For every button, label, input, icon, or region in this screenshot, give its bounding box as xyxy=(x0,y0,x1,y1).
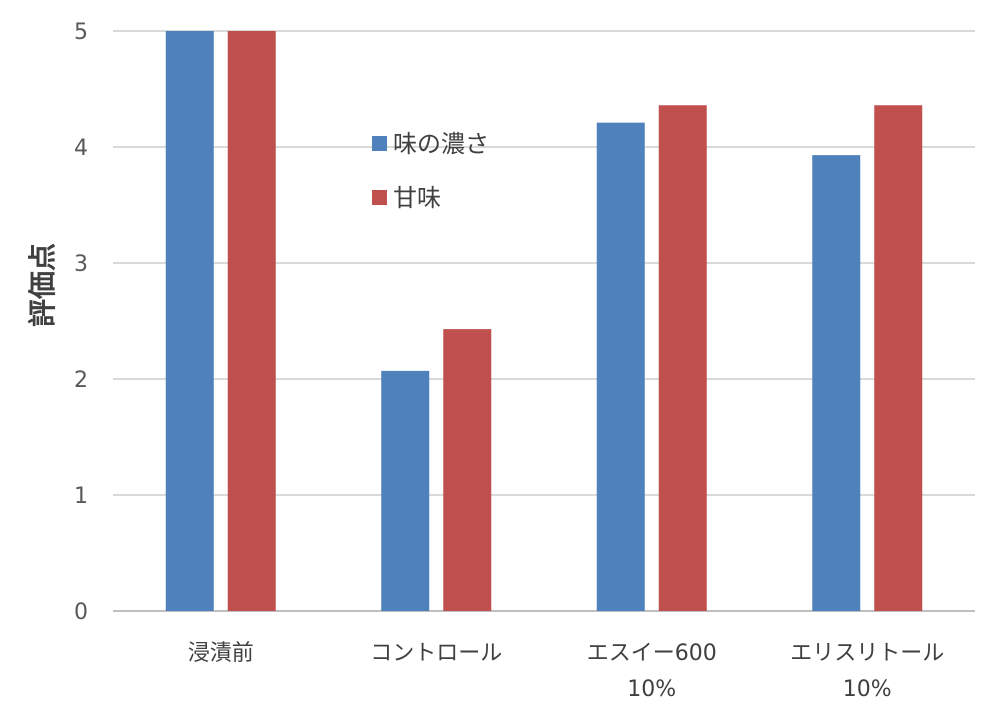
y-tick-label: 4 xyxy=(74,136,88,161)
y-tick-label: 2 xyxy=(74,368,88,393)
legend-swatch xyxy=(372,136,387,151)
legend-label: 味の濃さ xyxy=(393,130,489,158)
bar-series2 xyxy=(227,31,276,611)
y-tick-label: 5 xyxy=(74,20,88,45)
y-axis-ticks: 0 1 2 3 4 5 xyxy=(74,20,88,625)
y-tick-label: 0 xyxy=(74,600,88,625)
y-tick-label: 1 xyxy=(74,484,88,509)
y-tick-label: 3 xyxy=(74,252,88,277)
bars xyxy=(165,31,923,612)
bar-series1 xyxy=(812,155,861,611)
bar-series1 xyxy=(381,370,430,611)
x-category-label: コントロール xyxy=(370,641,502,666)
bar-series2 xyxy=(658,105,707,612)
x-category-label: エリスリトール xyxy=(790,641,944,666)
bar-series1 xyxy=(596,122,645,611)
legend-swatch xyxy=(372,190,387,205)
x-category-label: 浸漬前 xyxy=(188,641,254,666)
x-category-label: 10% xyxy=(627,677,676,702)
legend-label: 甘味 xyxy=(393,184,441,212)
bar-series2 xyxy=(874,105,923,612)
bar-series1 xyxy=(165,31,214,611)
x-axis-categories: 浸漬前 コントロール エスイー600 10% エリスリトール 10% xyxy=(188,641,945,702)
y-axis-label: 評価点 xyxy=(26,243,59,327)
x-category-label: エスイー600 xyxy=(587,641,717,666)
x-category-label: 10% xyxy=(843,677,892,702)
bar-series2 xyxy=(443,329,492,611)
